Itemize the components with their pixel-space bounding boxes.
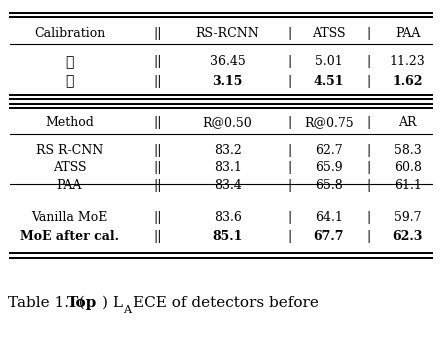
Text: |: | — [366, 144, 370, 157]
Text: PAA: PAA — [395, 27, 420, 40]
Text: 60.8: 60.8 — [394, 162, 422, 174]
Text: PAA: PAA — [57, 179, 82, 192]
Text: |: | — [366, 75, 370, 88]
Text: 85.1: 85.1 — [213, 230, 243, 243]
Text: 3.15: 3.15 — [213, 75, 243, 88]
Text: |: | — [287, 179, 291, 192]
Text: |: | — [366, 179, 370, 192]
Text: ||: || — [153, 55, 162, 68]
Text: 5.01: 5.01 — [315, 55, 343, 68]
Text: 1.62: 1.62 — [392, 75, 423, 88]
Text: ATSS: ATSS — [312, 27, 345, 40]
Text: 59.7: 59.7 — [394, 211, 421, 224]
Text: A: A — [123, 306, 131, 315]
Text: Method: Method — [45, 116, 94, 129]
Text: |: | — [287, 75, 291, 88]
Text: ECE of detectors before: ECE of detectors before — [133, 296, 319, 310]
Text: R@0.50: R@0.50 — [203, 116, 252, 129]
Text: 65.8: 65.8 — [315, 179, 343, 192]
Text: |: | — [366, 211, 370, 224]
Text: |: | — [287, 55, 291, 68]
Text: ||: || — [153, 230, 162, 243]
Text: Table 1.  (: Table 1. ( — [8, 296, 85, 310]
Text: 67.7: 67.7 — [313, 230, 344, 243]
Text: |: | — [366, 55, 370, 68]
Text: |: | — [287, 230, 291, 243]
Text: 11.23: 11.23 — [390, 55, 426, 68]
Text: RS-RCNN: RS-RCNN — [196, 27, 259, 40]
Text: |: | — [366, 230, 370, 243]
Text: |: | — [366, 116, 370, 129]
Text: 83.4: 83.4 — [213, 179, 241, 192]
Text: 65.9: 65.9 — [315, 162, 343, 174]
Text: 64.1: 64.1 — [315, 211, 343, 224]
Text: 58.3: 58.3 — [394, 144, 422, 157]
Text: 61.1: 61.1 — [394, 179, 422, 192]
Text: 62.7: 62.7 — [315, 144, 343, 157]
Text: ) L: ) L — [102, 296, 122, 310]
Text: RS R-CNN: RS R-CNN — [36, 144, 103, 157]
Text: MoE after cal.: MoE after cal. — [20, 230, 119, 243]
Text: |: | — [287, 116, 291, 129]
Text: |: | — [287, 144, 291, 157]
Text: R@0.75: R@0.75 — [304, 116, 354, 129]
Text: 62.3: 62.3 — [392, 230, 423, 243]
Text: Calibration: Calibration — [34, 27, 105, 40]
Text: ✗: ✗ — [65, 55, 74, 69]
Text: ||: || — [153, 179, 162, 192]
Text: |: | — [287, 27, 291, 40]
Text: ||: || — [153, 116, 162, 129]
Text: |: | — [287, 211, 291, 224]
Text: ||: || — [153, 75, 162, 88]
Text: 36.45: 36.45 — [210, 55, 245, 68]
Text: 83.2: 83.2 — [214, 144, 241, 157]
Text: 4.51: 4.51 — [313, 75, 344, 88]
Text: |: | — [366, 162, 370, 174]
Text: ||: || — [153, 27, 162, 40]
Text: ||: || — [153, 211, 162, 224]
Text: AR: AR — [398, 116, 417, 129]
Text: |: | — [366, 27, 370, 40]
Text: ATSS: ATSS — [53, 162, 86, 174]
Text: ||: || — [153, 162, 162, 174]
Text: |: | — [287, 162, 291, 174]
Text: ||: || — [153, 144, 162, 157]
Text: 83.6: 83.6 — [213, 211, 241, 224]
Text: 83.1: 83.1 — [213, 162, 241, 174]
Text: Vanilla MoE: Vanilla MoE — [31, 211, 108, 224]
Text: Top: Top — [66, 296, 97, 310]
Text: ✓: ✓ — [65, 74, 74, 88]
